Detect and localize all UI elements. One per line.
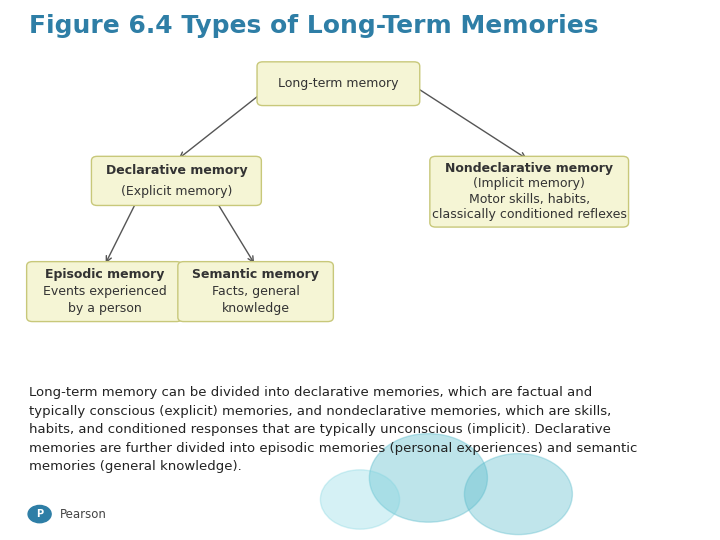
Text: Declarative memory: Declarative memory <box>106 164 247 177</box>
Text: Episodic memory: Episodic memory <box>45 268 164 281</box>
FancyArrowPatch shape <box>107 204 135 262</box>
Text: P: P <box>36 509 43 519</box>
FancyArrowPatch shape <box>180 85 271 158</box>
Text: (Implicit memory): (Implicit memory) <box>473 178 585 191</box>
Text: Figure 6.4 Types of Long-Term Memories: Figure 6.4 Types of Long-Term Memories <box>29 14 598 37</box>
Text: Long-term memory can be divided into declarative memories, which are factual and: Long-term memory can be divided into dec… <box>29 386 637 473</box>
Text: Nondeclarative memory: Nondeclarative memory <box>445 162 613 175</box>
Text: Semantic memory: Semantic memory <box>192 268 319 281</box>
Text: Motor skills, habits,: Motor skills, habits, <box>469 193 590 206</box>
Text: by a person: by a person <box>68 302 141 315</box>
FancyBboxPatch shape <box>257 62 420 106</box>
Text: Events experienced: Events experienced <box>42 285 166 298</box>
Text: classically conditioned reflexes: classically conditioned reflexes <box>432 208 626 221</box>
Text: (Explicit memory): (Explicit memory) <box>121 185 232 198</box>
Text: Facts, general: Facts, general <box>212 285 300 298</box>
FancyBboxPatch shape <box>27 261 182 321</box>
FancyBboxPatch shape <box>91 157 261 205</box>
Circle shape <box>28 505 51 523</box>
Circle shape <box>320 470 400 529</box>
Circle shape <box>369 434 487 522</box>
Text: knowledge: knowledge <box>222 302 289 315</box>
FancyArrowPatch shape <box>217 203 253 262</box>
FancyArrowPatch shape <box>413 85 526 158</box>
Text: Pearson: Pearson <box>60 508 107 521</box>
Circle shape <box>464 454 572 535</box>
FancyBboxPatch shape <box>178 261 333 321</box>
Text: Long-term memory: Long-term memory <box>278 77 399 90</box>
FancyBboxPatch shape <box>430 157 629 227</box>
